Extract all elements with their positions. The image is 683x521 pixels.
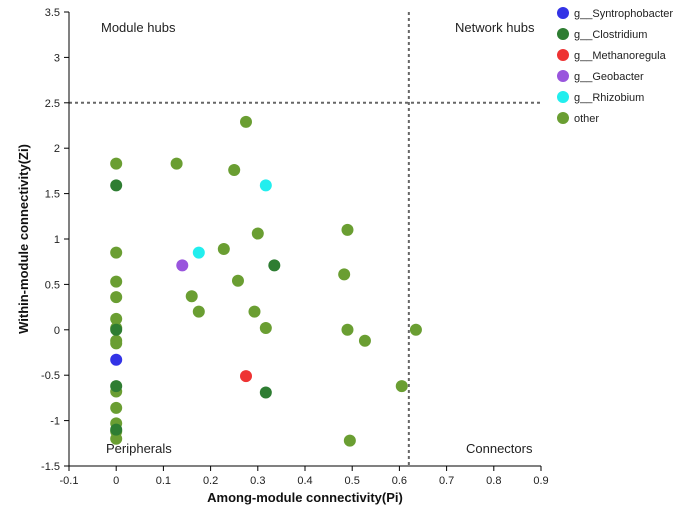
- legend-marker: [557, 7, 569, 19]
- data-point: [110, 157, 123, 170]
- data-point: [343, 434, 356, 447]
- data-point: [185, 290, 198, 303]
- y-tick-label: 2.5: [45, 98, 60, 110]
- data-point: [251, 227, 264, 240]
- x-tick-label: 0.4: [297, 475, 312, 487]
- y-tick-label: 3.5: [45, 7, 60, 19]
- data-point: [217, 242, 230, 255]
- x-tick-label: 0.7: [439, 475, 454, 487]
- data-point: [240, 370, 252, 383]
- x-tick-label: 0.1: [156, 475, 171, 487]
- legend-label: g__Geobacter: [574, 71, 644, 83]
- data-point: [259, 179, 272, 192]
- y-axis-title: Within-module connectivity(Zi): [16, 144, 31, 334]
- x-tick-label: 0: [113, 475, 119, 487]
- legend-label: g__Rhizobium: [574, 92, 644, 104]
- data-point: [248, 305, 261, 318]
- data-point: [358, 334, 371, 347]
- data-point: [341, 223, 354, 236]
- legend-label: other: [574, 113, 599, 125]
- x-tick-label: 0.6: [392, 475, 407, 487]
- threshold-lines: [69, 12, 541, 466]
- data-point: [240, 115, 252, 128]
- x-axis-title: Among-module connectivity(Pi): [207, 490, 403, 505]
- x-tick-label: 0.9: [533, 475, 548, 487]
- legend: g__Syntrophobacter g__Clostridium g__Metha…: [557, 7, 673, 125]
- y-tick-label: 1.5: [45, 189, 60, 201]
- data-point: [170, 157, 183, 170]
- legend-label: g__Methanoregula: [574, 50, 667, 62]
- data-point: [110, 323, 123, 336]
- data-point: [110, 291, 123, 304]
- y-tick-label: 3: [54, 52, 60, 64]
- data-point: [192, 305, 205, 318]
- data-point: [341, 323, 354, 336]
- y-tick-label: 0.5: [45, 279, 60, 291]
- x-tick-label: -0.1: [60, 475, 79, 487]
- y-tick-label: 1: [54, 234, 60, 246]
- data-point: [259, 386, 272, 399]
- data-point: [395, 380, 408, 393]
- legend-label: g__Clostridium: [574, 29, 647, 41]
- quadrant-label-module-hubs: Module hubs: [101, 20, 176, 35]
- data-point: [338, 268, 351, 281]
- data-point: [110, 275, 123, 288]
- quadrant-label-peripherals: Peripherals: [106, 441, 172, 456]
- data-point: [110, 423, 123, 436]
- legend-marker: [557, 49, 569, 61]
- data-point: [176, 259, 189, 272]
- data-point: [110, 246, 123, 259]
- y-tick-label: 0: [54, 325, 60, 337]
- legend-marker: [557, 28, 569, 40]
- legend-label: g__Syntrophobacter: [574, 8, 673, 20]
- y-tick-label: 2: [54, 143, 60, 155]
- data-point: [110, 432, 123, 445]
- data-point: [110, 353, 123, 366]
- axes: -0.1 0 0.1 0.2 0.3 0.4 0.5 0.6 0.7 0.8 0.9 -1.5 -1 -0…: [41, 7, 549, 487]
- legend-marker: [557, 91, 569, 103]
- legend-marker: [557, 112, 569, 124]
- quadrant-label-connectors: Connectors: [466, 441, 533, 456]
- data-point: [110, 401, 123, 414]
- data-point: [228, 163, 241, 176]
- data-point: [110, 337, 123, 350]
- x-tick-label: 0.2: [203, 475, 218, 487]
- data-point: [110, 312, 123, 325]
- y-tick-label: -0.5: [41, 370, 60, 382]
- y-tick-label: -1: [50, 416, 60, 428]
- data-point: [259, 321, 272, 334]
- data-point: [231, 274, 244, 287]
- quadrant-label-network-hubs: Network hubs: [455, 20, 535, 35]
- data-point: [192, 246, 205, 259]
- x-tick-label: 0.8: [486, 475, 501, 487]
- data-point: [110, 179, 123, 192]
- data-points: [110, 115, 422, 447]
- x-tick-label: 0.3: [250, 475, 265, 487]
- y-tick-label: -1.5: [41, 461, 60, 473]
- legend-marker: [557, 70, 569, 82]
- x-tick-label: 0.5: [345, 475, 360, 487]
- data-point: [409, 323, 422, 336]
- data-point: [268, 259, 281, 272]
- data-point: [110, 380, 123, 393]
